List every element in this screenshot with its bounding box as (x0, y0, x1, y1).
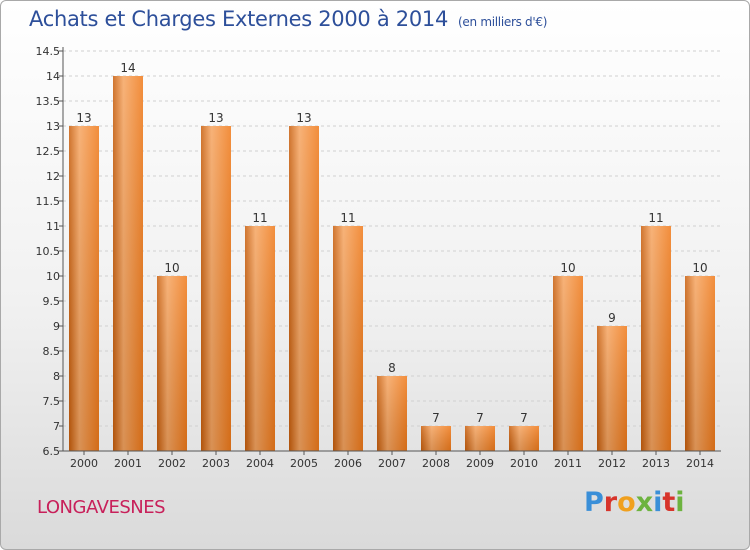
x-tick-label: 2002 (158, 457, 186, 470)
x-tick-label: 2013 (642, 457, 670, 470)
value-label: 11 (252, 211, 267, 225)
bar-shade (421, 426, 451, 451)
x-tick-label: 2000 (70, 457, 98, 470)
logo-letter: P (584, 487, 604, 518)
y-tick-label: 10.5 (36, 245, 61, 258)
bar-shade (465, 426, 495, 451)
place-name: LONGAVESNES (37, 497, 166, 518)
value-label: 13 (76, 111, 91, 125)
logo-letter: r (603, 487, 618, 518)
bar-shade (685, 276, 715, 451)
logo-letter: i (653, 487, 663, 518)
value-label: 11 (648, 211, 663, 225)
y-tick-label: 12 (46, 170, 60, 183)
y-tick-label: 13 (46, 120, 60, 133)
y-tick-label: 14 (46, 70, 60, 83)
y-tick-label: 11 (46, 220, 60, 233)
y-tick-label: 8.5 (43, 345, 61, 358)
value-label: 13 (296, 111, 311, 125)
x-tick-label: 2008 (422, 457, 450, 470)
y-tick-label: 9.5 (43, 295, 61, 308)
bar-shade (157, 276, 187, 451)
value-label: 10 (560, 261, 575, 275)
y-tick-label: 6.5 (43, 445, 61, 458)
value-label: 9 (608, 311, 616, 325)
value-label: 7 (432, 411, 440, 425)
bar-shade (69, 126, 99, 451)
x-tick-label: 2010 (510, 457, 538, 470)
bars: 13 14 10 13 11 13 11 8 7 7 7 10 9 11 10 (69, 61, 715, 451)
bar-shade (377, 376, 407, 451)
y-tick-label: 10 (46, 270, 60, 283)
y-tick-label: 7 (53, 420, 60, 433)
y-tick-label: 8 (53, 370, 60, 383)
x-tick-label: 2007 (378, 457, 406, 470)
y-tick-label: 12.5 (36, 145, 61, 158)
value-label: 11 (340, 211, 355, 225)
bar-shade (245, 226, 275, 451)
y-tick-label: 13.5 (36, 95, 61, 108)
y-tick-label: 9 (53, 320, 60, 333)
x-tick-label: 2006 (334, 457, 362, 470)
logo-letter: o (617, 487, 636, 518)
x-tick-label: 2005 (290, 457, 318, 470)
x-tick-label: 2011 (554, 457, 582, 470)
logo-letter: i (675, 487, 685, 518)
bar-shade (289, 126, 319, 451)
value-label: 8 (388, 361, 396, 375)
axes: 6.5 7 7.5 8 8.5 9 9.5 10 10.5 11 11.5 12 12.5 13 13.5 1… (36, 45, 721, 470)
value-label: 14 (120, 61, 135, 75)
value-label: 7 (520, 411, 528, 425)
x-tick-label: 2001 (114, 457, 142, 470)
value-label: 13 (208, 111, 223, 125)
chart-unit-note: (en milliers d'€) (458, 15, 548, 29)
value-label: 10 (692, 261, 707, 275)
bar-shade (641, 226, 671, 451)
x-tick-label: 2012 (598, 457, 626, 470)
bar-shade (509, 426, 539, 451)
bar-shade (597, 326, 627, 451)
x-tick-label: 2009 (466, 457, 494, 470)
y-tick-label: 14.5 (36, 45, 61, 58)
y-tick-label: 11.5 (36, 195, 61, 208)
x-tick-label: 2014 (686, 457, 714, 470)
logo-letter: x (635, 487, 654, 518)
bar-shade (553, 276, 583, 451)
x-tick-label: 2003 (202, 457, 230, 470)
chart-title-text: Achats et Charges Externes 2000 à 2014 (29, 7, 449, 31)
logo-letter: t (662, 487, 676, 518)
proxiti-logo: Proxiti (584, 487, 685, 518)
value-label: 10 (164, 261, 179, 275)
x-tick-label: 2004 (246, 457, 274, 470)
bar-shade (201, 126, 231, 451)
bar-shade (333, 226, 363, 451)
y-tick-label: 7.5 (43, 395, 61, 408)
value-label: 7 (476, 411, 484, 425)
bar-shade (113, 76, 143, 451)
chart-title: Achats et Charges Externes 2000 à 2014 (e… (29, 7, 547, 31)
